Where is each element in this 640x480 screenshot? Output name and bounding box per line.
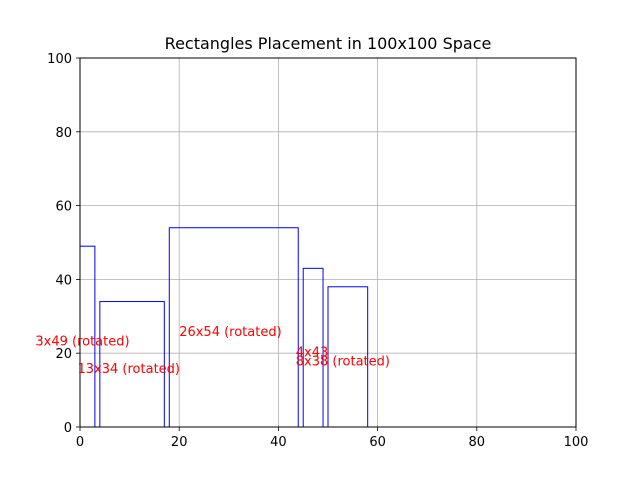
x-tick-label: 20	[171, 435, 188, 450]
x-tick-label: 80	[469, 435, 486, 450]
y-tick-label: 0	[64, 421, 72, 436]
x-tick-label: 40	[270, 435, 287, 450]
y-tick-label: 100	[47, 52, 72, 67]
axis-ticks: 0 20 40 60 80 100 0 20 40 60 80 100	[47, 52, 588, 450]
y-tick-label: 60	[55, 200, 72, 215]
rectangle-label: 8x38 (rotated)	[296, 355, 390, 370]
x-tick-label: 0	[76, 435, 84, 450]
x-tick-label: 100	[564, 435, 589, 450]
y-tick-label: 80	[55, 126, 72, 141]
rectangle-label: 13x34 (rotated)	[78, 362, 180, 377]
rectangle-label: 26x54 (rotated)	[179, 325, 281, 340]
plot-area-frame	[79, 57, 577, 428]
chart-title: Rectangles Placement in 100x100 Space	[165, 34, 492, 53]
rectangle-label: 3x49 (rotated)	[35, 334, 129, 349]
x-tick-label: 60	[369, 435, 386, 450]
y-tick-label: 20	[55, 347, 72, 362]
y-tick-label: 40	[55, 273, 72, 288]
rectangle-label: 4x43	[296, 345, 329, 360]
rectangle-labels: 3x49 (rotated) 13x34 (rotated) 26x54 (rota…	[35, 325, 390, 377]
